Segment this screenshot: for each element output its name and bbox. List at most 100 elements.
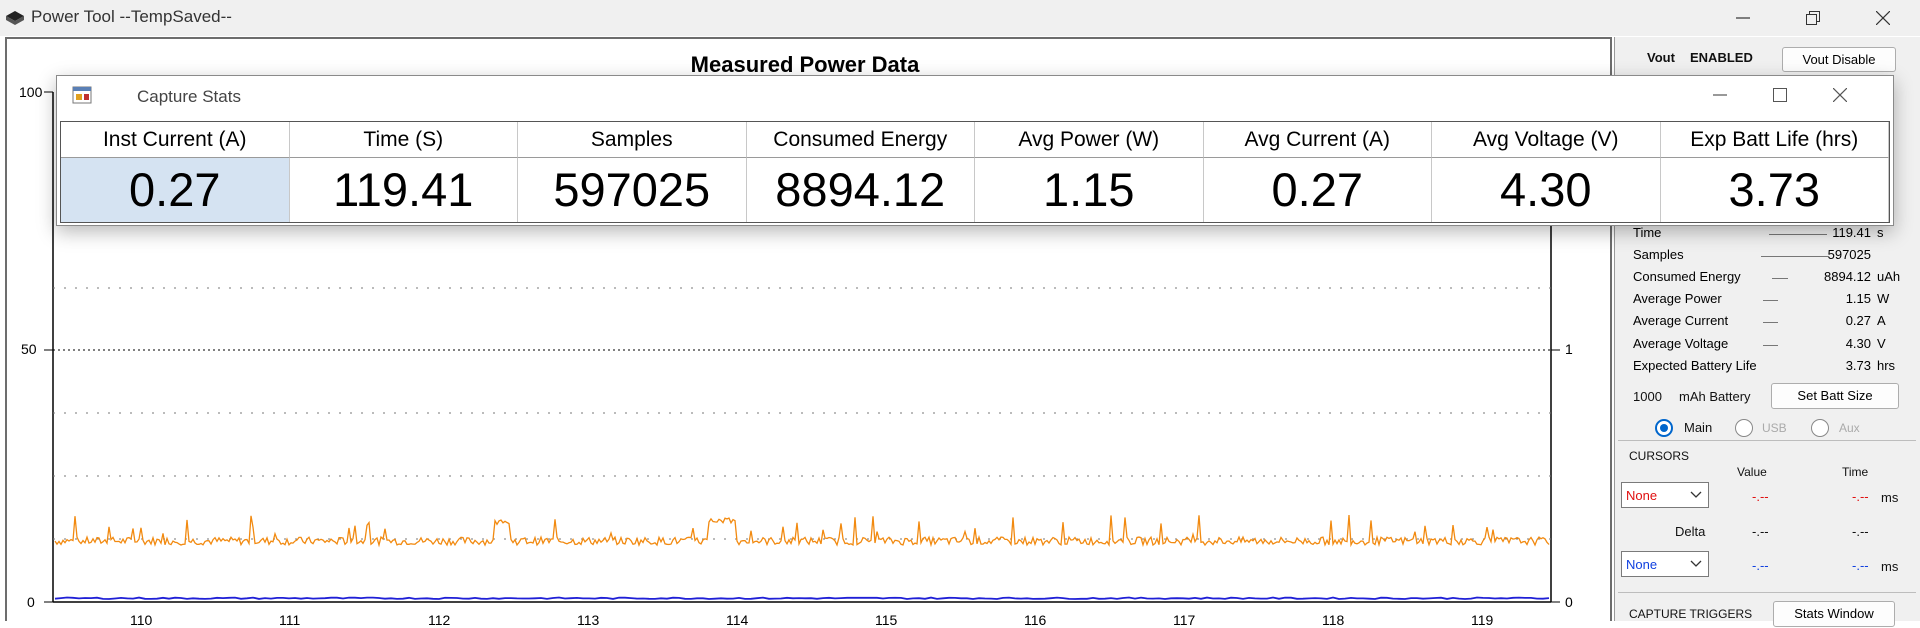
stat-key: Expected Battery Life [1633, 358, 1757, 373]
stats-column-header: Avg Power (W) [975, 122, 1204, 158]
stat-key: Samples [1633, 247, 1684, 262]
stat-unit: uAh [1877, 269, 1901, 284]
chart-title: Measured Power Data [690, 52, 920, 77]
minimize-icon [1736, 17, 1750, 19]
x-tick-label: 114 [726, 612, 749, 628]
cursor2-select-value: None [1626, 557, 1658, 572]
stat-unit: s [1877, 225, 1884, 240]
power-plot[interactable] [0, 0, 1612, 621]
stat-unit: A [1877, 313, 1886, 328]
divider [1618, 592, 1916, 593]
stat-row: Average Current 0.27 A [1633, 311, 1901, 331]
time-header: Time [1842, 465, 1869, 479]
x-tick-label: 116 [1024, 612, 1047, 628]
cursor2-unit: ms [1881, 559, 1899, 574]
stat-value: 597025 [1827, 247, 1871, 262]
stat-value: 1.15 [1845, 291, 1871, 306]
value-header: Value [1737, 465, 1767, 479]
x-tick-label: 112 [428, 612, 451, 628]
left-tick-label: 100 [19, 84, 43, 100]
app-title: Power Tool --TempSaved-- [31, 7, 232, 26]
stat-key: Consumed Energy [1633, 269, 1741, 284]
stats-value-cell[interactable]: 0.27 [61, 158, 290, 222]
stats-value-cell[interactable]: 119.41 [290, 158, 518, 222]
stat-unit: V [1877, 336, 1886, 351]
leader-line [1763, 300, 1778, 301]
cursor1-select-value: None [1626, 488, 1658, 503]
radio-usb-label: USB [1762, 421, 1787, 435]
stats-value-cell[interactable]: 3.73 [1661, 158, 1889, 222]
stat-row: Samples 597025 [1633, 245, 1901, 265]
restore-button[interactable] [1778, 0, 1848, 36]
maximize-icon [1773, 88, 1787, 102]
app-icon [4, 9, 26, 32]
stat-row: Average Voltage 4.30 V [1633, 334, 1901, 354]
stat-value: 119.41 [1832, 225, 1871, 240]
x-tick-label: 119 [1471, 612, 1494, 628]
vout-disable-button[interactable]: Vout Disable [1782, 47, 1896, 72]
stats-window-button[interactable]: Stats Window [1773, 601, 1895, 627]
cursor2-time: -.-- [1852, 558, 1869, 573]
x-tick-label: 113 [577, 612, 600, 628]
stat-row: Expected Battery Life 3.73 hrs [1633, 356, 1901, 376]
leader-line [1763, 322, 1778, 323]
left-tick-label: 50 [21, 341, 37, 357]
cursors-label: CURSORS [1629, 449, 1690, 463]
cursor1-select[interactable]: None [1621, 482, 1709, 508]
stats-table: Inst Current (A) Time (S) Samples Consumed … [60, 121, 1890, 223]
stat-key: Average Current [1633, 313, 1729, 328]
stats-column-header: Samples [518, 122, 747, 158]
leader-line [1772, 278, 1788, 279]
capture-stats-icon [72, 86, 94, 111]
minimize-button[interactable] [1708, 0, 1778, 36]
radio-aux[interactable] [1811, 419, 1829, 437]
close-button[interactable] [1848, 0, 1918, 36]
radio-main[interactable] [1655, 419, 1673, 437]
x-tick-label: 111 [279, 612, 301, 628]
delta-label: Delta [1675, 524, 1706, 539]
stat-key: Time [1633, 225, 1662, 240]
chevron-down-icon [1690, 560, 1702, 567]
set-batt-size-button[interactable]: Set Batt Size [1771, 383, 1899, 409]
stats-column-header: Avg Voltage (V) [1432, 122, 1661, 158]
right-tick-label: 0 [1565, 594, 1573, 610]
title-bar: Power Tool --TempSaved-- [0, 0, 1920, 36]
cursor2-value: -.-- [1752, 558, 1769, 573]
leader-line [1769, 234, 1827, 235]
stats-column-header: Inst Current (A) [61, 122, 290, 158]
x-tick-label: 117 [1173, 612, 1196, 628]
vout-status: ENABLED [1690, 50, 1753, 65]
popup-maximize-button[interactable] [1751, 76, 1811, 114]
stat-value: 8894.12 [1824, 269, 1871, 284]
stat-unit: hrs [1877, 358, 1896, 373]
radio-main-label: Main [1684, 420, 1713, 435]
cursor1-unit: ms [1881, 490, 1899, 505]
stats-value-cell[interactable]: 597025 [518, 158, 747, 222]
stat-row: Consumed Energy 8894.12 uAh [1633, 267, 1901, 287]
stats-value-cell[interactable]: 1.15 [975, 158, 1204, 222]
stat-key: Average Voltage [1633, 336, 1729, 351]
radio-aux-label: Aux [1839, 421, 1860, 435]
x-tick-label: 115 [875, 612, 898, 628]
stats-value-cell[interactable]: 0.27 [1204, 158, 1432, 222]
stats-value-cell[interactable]: 4.30 [1432, 158, 1661, 222]
x-tick-label: 118 [1322, 612, 1345, 628]
stat-value: 0.27 [1845, 313, 1871, 328]
stats-column-header: Time (S) [289, 122, 518, 158]
popup-close-button[interactable] [1811, 76, 1871, 114]
stat-row: Average Power 1.15 W [1633, 289, 1901, 309]
stats-column-header: Exp Batt Life (hrs) [1660, 122, 1889, 158]
divider [1618, 440, 1916, 441]
leader-line [1761, 256, 1829, 257]
close-icon [1876, 11, 1890, 25]
cursor2-select[interactable]: None [1621, 551, 1709, 577]
capture-stats-window[interactable]: Capture Stats Inst Current (A) Time (S) Sa… [56, 75, 1894, 226]
minimize-icon [1713, 94, 1727, 96]
radio-usb[interactable] [1735, 419, 1753, 437]
chevron-down-icon [1690, 491, 1702, 498]
stats-value-cell[interactable]: 8894.12 [747, 158, 975, 222]
popup-minimize-button[interactable] [1691, 76, 1751, 114]
leader-line [1763, 345, 1778, 346]
voltage-trace [54, 596, 1550, 600]
vout-label: Vout [1647, 50, 1675, 65]
